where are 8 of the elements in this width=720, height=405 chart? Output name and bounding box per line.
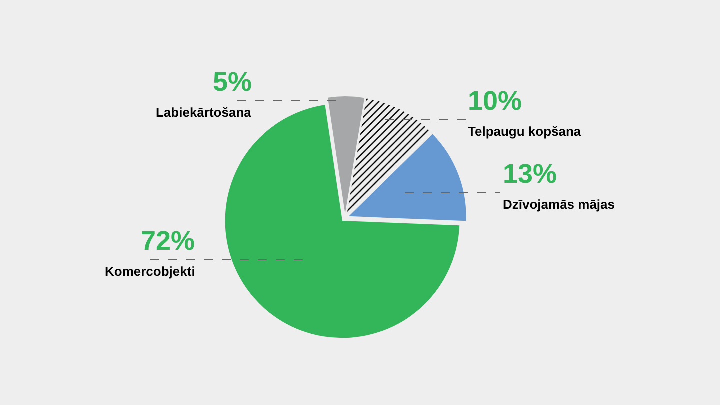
slice-label: Telpaugu kopšana xyxy=(468,124,582,139)
data-label: 5% xyxy=(213,67,252,97)
data-label: 13% xyxy=(503,159,558,189)
slice-label: Labiekārtošana xyxy=(156,105,252,120)
slice-label: Komercobjekti xyxy=(105,264,196,279)
data-label: 10% xyxy=(468,86,522,116)
slice-label: Dzīvojamās mājas xyxy=(503,197,616,212)
data-label: 72% xyxy=(141,226,196,256)
